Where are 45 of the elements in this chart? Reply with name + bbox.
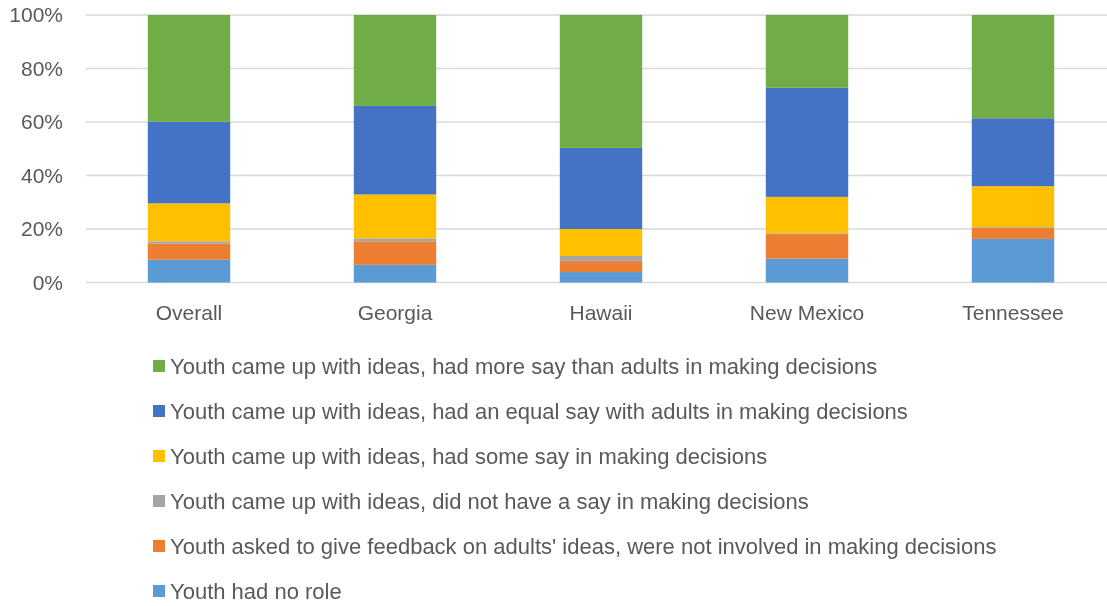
x-tick-label: Hawaii [569, 301, 633, 325]
y-tick-label: 40% [20, 163, 63, 187]
bar [971, 227, 1055, 239]
y-tick-label: 80% [20, 56, 63, 80]
bar [559, 256, 643, 262]
x-tick-label: Overall [155, 301, 223, 325]
legend-label: Youth asked to give feedback on adults' ideas, were not involved in making decisions [170, 533, 997, 559]
bar [353, 238, 437, 242]
legend-label: Youth came up with ideas, did not have a say in making decisions [170, 488, 809, 514]
bar [559, 229, 643, 257]
x-tick-label: Tennessee [962, 301, 1064, 325]
bar [559, 261, 643, 273]
bar [765, 87, 849, 197]
bar [353, 105, 437, 195]
bar [353, 194, 437, 239]
bar [765, 258, 849, 283]
y-tick-label: 0% [32, 270, 63, 294]
bar [765, 196, 849, 234]
bar [765, 15, 849, 88]
bar [559, 272, 643, 283]
bar [971, 15, 1055, 119]
legend-label: Youth came up with ideas, had an equal say with adults in making decisions [170, 398, 908, 424]
bar [147, 15, 231, 122]
bar [147, 243, 231, 260]
bar [353, 15, 437, 106]
x-tick-label: New Mexico [749, 301, 865, 325]
y-tick-label: 60% [20, 110, 63, 134]
y-tick-label: 20% [20, 217, 63, 241]
bar [559, 147, 643, 229]
bar [559, 15, 643, 148]
bar [971, 186, 1055, 228]
bar [765, 234, 849, 259]
legend-label: Youth came up with ideas, had some say in making decisions [170, 443, 768, 469]
bar [147, 259, 231, 283]
bar [353, 264, 437, 283]
bar [147, 241, 231, 244]
bar [971, 118, 1055, 187]
legend-label: Youth came up with ideas, had more say than adults in making decisions [170, 353, 878, 379]
bar [353, 241, 437, 265]
y-tick-label: 100% [9, 3, 63, 27]
bar [147, 203, 231, 242]
x-tick-label: Georgia [357, 301, 433, 325]
bar [147, 121, 231, 204]
bar [971, 238, 1055, 283]
legend-label: Youth had no role [170, 578, 342, 604]
